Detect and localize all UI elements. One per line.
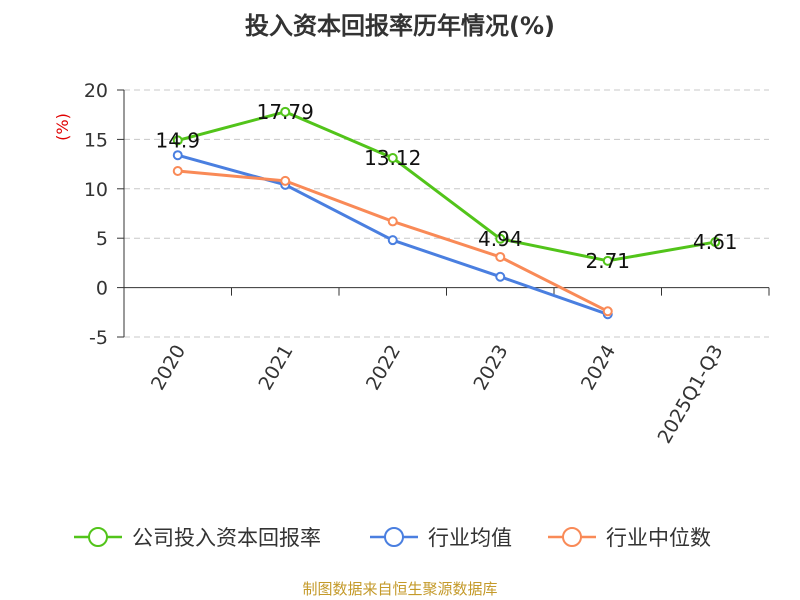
y-tick-label: 5 [96,228,108,250]
data-label: 4.61 [693,230,738,254]
y-tick-label: 0 [96,278,108,300]
data-point[interactable] [387,235,398,246]
data-point[interactable] [387,152,398,163]
series-line-2 [177,153,609,316]
data-labels: 14.9 17.79 13.12 4.94 2.71 4.61 [155,100,737,273]
data-label: 17.79 [257,100,314,124]
x-tick-label: 2025Q1-Q3 [654,341,728,447]
x-tick-label: 2022 [362,341,405,394]
series-lines [172,106,721,320]
legend-marker [384,527,404,547]
data-point[interactable] [495,271,506,282]
data-label: 13.12 [364,146,421,170]
grid-lines [124,89,769,338]
legend-marker [562,527,582,547]
legend-item-2[interactable]: 行业均值 [370,526,512,550]
legend-item-1[interactable]: 公司投入资本回报率 [74,526,321,550]
legend[interactable]: 公司投入资本回报率 行业均值 行业中位数 [74,526,711,550]
data-point[interactable] [172,166,183,177]
data-point[interactable] [495,251,506,262]
x-tick-label: 2020 [147,341,190,394]
data-label: 2.71 [585,249,630,273]
y-tick-label: 20 [84,80,108,102]
data-label: 14.9 [155,128,200,152]
x-tick-label: 2021 [254,341,297,394]
y-tick-label: 15 [84,129,108,151]
series-line-1 [177,110,716,263]
data-point[interactable] [280,106,291,117]
legend-label: 行业中位数 [606,526,711,550]
y-tick-label: -5 [89,327,108,349]
data-point[interactable] [280,175,291,186]
data-point[interactable] [387,216,398,227]
data-point[interactable] [602,255,613,266]
data-point[interactable] [602,306,613,317]
y-tick-label: 10 [84,179,108,201]
data-point[interactable] [710,237,721,248]
legend-label: 行业均值 [428,526,512,550]
x-tick-label: 2024 [577,341,620,394]
x-tick-label: 2023 [469,341,512,394]
legend-item-3[interactable]: 行业中位数 [548,526,711,550]
legend-marker [88,527,108,547]
source-note: 制图数据来自恒生聚源数据库 [302,580,497,598]
data-label: 4.94 [478,227,523,251]
data-point[interactable] [172,150,183,161]
chart-title: 投入资本回报率历年情况(%) [245,12,555,40]
data-point[interactable] [172,135,183,146]
data-point[interactable] [495,233,506,244]
y-axis-label: (%) [53,113,72,141]
legend-label: 公司投入资本回报率 [132,526,321,550]
